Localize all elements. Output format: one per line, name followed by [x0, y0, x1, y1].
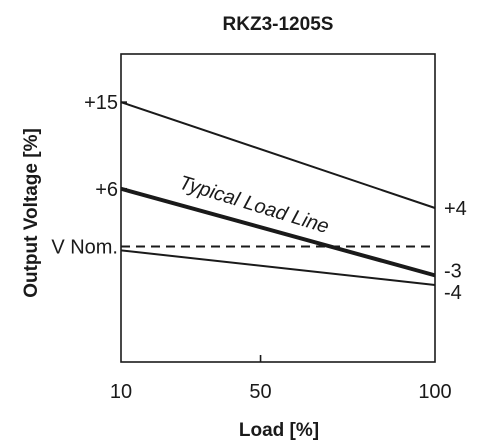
left-value-label-6: +6 — [95, 179, 118, 201]
x-axis-label: Load [%] — [239, 420, 319, 441]
series-line-typical-load-line — [120, 186, 436, 278]
chart-title: RKZ3-1205S — [223, 14, 334, 35]
x-tick-label-10: 10 — [110, 381, 132, 403]
left-value-label-15: +15 — [84, 92, 118, 114]
typical-load-line-annotation: Typical Load Line — [177, 172, 332, 238]
x-tick-layer: 10 50 100 — [110, 355, 452, 403]
value-label-layer: +15 +6 V Nom. +4 -3-4 — [51, 92, 467, 304]
right-value-label-1: +4 — [444, 198, 467, 220]
series-layer — [120, 101, 436, 286]
left-value-label-v-nom: V Nom. — [51, 237, 118, 259]
x-tick-label-50: 50 — [249, 381, 271, 403]
x-tick-label-100: 100 — [418, 381, 451, 403]
series-line-3 — [120, 249, 436, 286]
right-value-label-3: -4 — [444, 282, 462, 304]
y-axis-label: Output Voltage [%] — [21, 128, 42, 298]
series-line-1 — [120, 101, 436, 209]
right-value-label-2: -3 — [444, 260, 462, 282]
